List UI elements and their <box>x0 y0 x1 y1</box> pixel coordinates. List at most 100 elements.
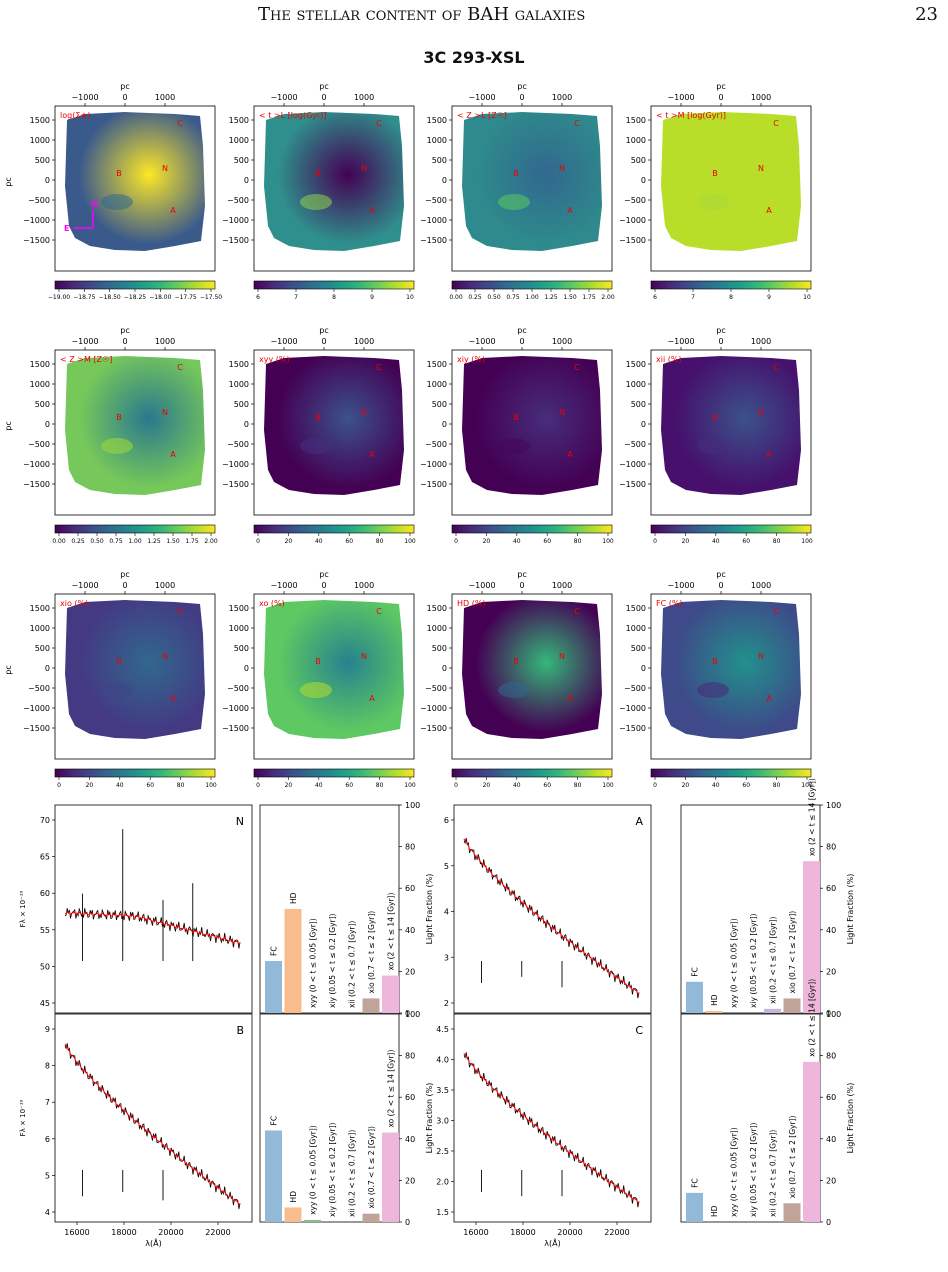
y-tick-label: −1500 <box>222 236 249 245</box>
y-tick-label: 0 <box>405 1218 410 1227</box>
y-tick-label: 6 <box>45 1135 50 1144</box>
map-frame <box>54 349 216 516</box>
map-feature <box>498 438 530 454</box>
colorbar-tick-label: 60 <box>742 782 750 789</box>
region-marker: N <box>758 652 764 661</box>
pc-axis-label: pc <box>517 326 526 335</box>
region-marker: C <box>574 607 580 616</box>
region-marker: N <box>361 652 367 661</box>
colorbar <box>54 524 216 534</box>
region-marker: A <box>567 450 573 459</box>
y-tick-label: 0 <box>244 420 249 429</box>
colorbar-tick-label: 9 <box>370 294 374 301</box>
region-marker: C <box>376 119 382 128</box>
x-tick-label: 22000 <box>604 1228 629 1237</box>
map-frame <box>253 593 415 760</box>
pc-axis-label: pc <box>319 570 328 579</box>
region-marker: B <box>513 657 519 666</box>
model-spectrum-line <box>64 1043 241 1206</box>
model-spectrum-line <box>463 1053 640 1205</box>
y-tick-label: 7 <box>45 1098 50 1107</box>
x-tick-label: 1000 <box>155 337 175 346</box>
colorbar-tick-label: 40 <box>513 782 521 789</box>
x-tick-label: 18000 <box>510 1228 535 1237</box>
colorbar-tick-label: 0.00 <box>52 538 66 545</box>
colorbar-tick-label: 60 <box>543 538 551 545</box>
y-tick-label: 1000 <box>427 136 447 145</box>
y-tick-label: 1500 <box>427 604 447 613</box>
map-quantity-label: xiy (%) <box>457 355 485 364</box>
observed-spectrum-line <box>463 1052 640 1208</box>
light-fraction-bar <box>265 961 282 1013</box>
map-feature <box>101 438 133 454</box>
y-tick-label: 100 <box>826 1010 841 1019</box>
x-tick-label: −1000 <box>270 581 297 590</box>
region-marker: C <box>773 119 779 128</box>
y-tick-label: 1000 <box>30 624 50 633</box>
colorbar-tick-label: 100 <box>602 538 614 545</box>
region-marker: C <box>574 119 580 128</box>
pc-axis-label: pc <box>517 570 526 579</box>
x-tick-label: 0 <box>519 93 524 102</box>
y-tick-label: −500 <box>624 440 646 449</box>
colorbar <box>650 280 812 290</box>
x-tick-label: 1000 <box>751 581 771 590</box>
y-tick-label: −1000 <box>619 704 646 713</box>
y-tick-label: 20 <box>405 967 415 976</box>
y-tick-label: 100 <box>405 1010 420 1019</box>
colorbar-tick-label: 0.75 <box>109 538 123 545</box>
map-image <box>661 600 801 739</box>
y-tick-label: −1000 <box>619 216 646 225</box>
light-fraction-bar <box>284 1207 302 1222</box>
y-tick-label: 1500 <box>229 116 249 125</box>
map-panel: −1000 0 1000 pc 1500 1000 500 0 −500 −1000 −1500 pc… <box>4 326 218 545</box>
y-tick-label: 1000 <box>30 136 50 145</box>
colorbar-tick-label: 20 <box>483 782 491 789</box>
y-tick-label: 0 <box>641 176 646 185</box>
x-tick-label: 0 <box>122 337 127 346</box>
map-panel: −1000 0 1000 pc 1500 1000 500 0 −500 −1000 −1500 < … <box>222 82 415 301</box>
colorbar-tick-label: 80 <box>376 538 384 545</box>
y-tick-label: 2.5 <box>436 1147 449 1156</box>
x-tick-label: 0 <box>519 337 524 346</box>
map-feature <box>498 194 530 210</box>
y-tick-label: −500 <box>227 440 249 449</box>
y-tick-label: −1000 <box>420 460 447 469</box>
colorbar-tick-label: −18.25 <box>124 294 146 301</box>
map-quantity-label: FC (%) <box>656 599 683 608</box>
x-tick-label: 0 <box>718 581 723 590</box>
map-feature <box>101 682 133 698</box>
colorbar-tick-label: 6 <box>256 294 260 301</box>
colorbar-tick-label: 7 <box>691 294 695 301</box>
figure-title: 3C 293-XSL <box>423 48 525 67</box>
map-feature <box>300 682 332 698</box>
x-tick-label: −1000 <box>667 93 694 102</box>
bar-category-label: xii (0.2 < t ≤ 0.7 [Gyr]) <box>769 916 778 1003</box>
y-tick-label: 1.5 <box>436 1208 449 1217</box>
y-tick-label: 1500 <box>427 360 447 369</box>
colorbar-tick-label: 100 <box>205 782 217 789</box>
light-fraction-bar <box>764 1008 781 1013</box>
y-tick-label: 100 <box>826 801 841 810</box>
y-tick-label: −1500 <box>619 724 646 733</box>
y-tick-label: −1500 <box>420 236 447 245</box>
colorbar-tick-label: 40 <box>116 782 124 789</box>
bar-category-label: HD <box>289 1191 298 1203</box>
map-plot: −1000 0 1000 pc 1500 1000 500 0 −500 −1000 −1500 pc… <box>4 326 218 545</box>
y-tick-label: −500 <box>624 196 646 205</box>
x-tick-label: 0 <box>718 93 723 102</box>
colorbar-tick-label: 80 <box>177 782 185 789</box>
y-tick-label: 3.0 <box>436 1117 449 1126</box>
x-tick-label: 0 <box>321 93 326 102</box>
light-fraction-panel: FC HD xyy (0 < t ≤ 0.05 [Gyr]) xiy (0.05 < … <box>259 1010 434 1227</box>
pc-axis-label: pc <box>716 326 725 335</box>
spectrum-plot: N 45 50 55 60 65 70 Fλ × 10⁻¹⁹ <box>19 804 253 1014</box>
light-fraction-bar <box>284 909 302 1013</box>
region-marker: B <box>712 657 718 666</box>
map-quantity-label: xii (%) <box>656 355 682 364</box>
pc-axis-label: pc <box>319 82 328 91</box>
colorbar-tick-label: 100 <box>404 782 416 789</box>
map-image <box>65 112 205 251</box>
colorbar-tick-label: 8 <box>729 294 733 301</box>
y-tick-label: 500 <box>631 644 646 653</box>
